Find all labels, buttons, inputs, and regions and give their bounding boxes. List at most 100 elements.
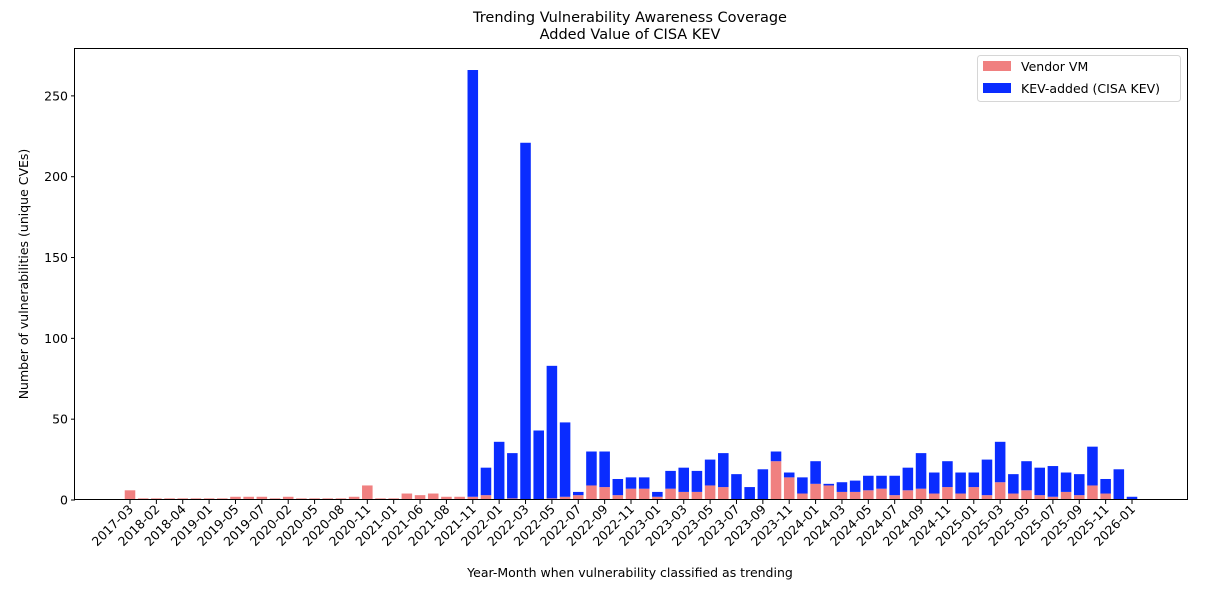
chart-subtitle: Added Value of CISA KEV [540,27,721,43]
bar-kev-added [968,472,980,488]
bar-vendor-vm [1087,485,1098,500]
bar-vendor-vm [638,488,650,500]
y-tick-label: 100 [44,331,68,346]
chart-title: Trending Vulnerability Awareness Coverag… [472,10,787,26]
bar-kev-added [994,441,1006,483]
bar-kev-added [955,472,966,494]
bar-vendor-vm [414,495,426,500]
bar-kev-added [467,70,479,497]
bar-vendor-vm [1008,493,1019,500]
bar-vendor-vm [282,496,294,500]
bar-kev-added [731,474,742,500]
y-tick-label: 150 [44,250,68,265]
bar-kev-added [599,451,610,488]
bar-kev-added [559,422,571,497]
bar-vendor-vm [823,485,835,500]
bar-kev-added [480,467,492,496]
y-axis-ticks: 0 50 100 150 200 250 [44,88,75,508]
bar-kev-added [1100,478,1111,494]
x-axis-label: Year-Month when vulnerability classified… [466,565,793,580]
bar-kev-added [902,467,914,491]
bars-group [124,70,1138,500]
bar-kev-added [1113,469,1125,500]
y-tick-label: 250 [44,88,68,103]
bar-kev-added [493,441,505,500]
bar-vendor-vm [1034,495,1045,500]
bar-vendor-vm [599,487,610,500]
bar-kev-added [1047,466,1059,497]
bar-vendor-vm [797,493,808,500]
bar-kev-added [533,430,544,500]
bar-vendor-vm [902,490,914,500]
bar-vendor-vm [612,495,624,500]
bar-kev-added [572,491,584,496]
x-axis-ticks: 2017-032018-022018-042019-012019-052019-… [89,500,1138,549]
legend: Vendor VM KEV-added (CISA KEV) [977,55,1181,102]
bar-kev-added [849,480,861,492]
bar-vendor-vm [718,487,729,500]
bar-vendor-vm [942,487,953,500]
y-tick-label: 0 [60,493,68,508]
bar-kev-added [836,482,848,492]
bar-vendor-vm [915,488,927,500]
bar-vendor-vm [480,495,492,500]
bar-vendor-vm [586,485,597,500]
bar-kev-added [638,477,650,489]
bar-kev-added [810,461,821,484]
bar-vendor-vm [849,491,861,500]
bar-kev-added [1126,496,1138,500]
bar-vendor-vm [454,496,465,500]
bar-kev-added [1087,446,1098,486]
legend-swatch-kev-added [983,83,1011,93]
bar-vendor-vm [783,477,795,500]
bar-vendor-vm [968,487,980,500]
bar-kev-added [704,459,716,486]
bar-kev-added [718,453,729,488]
bar-vendor-vm [230,496,241,500]
bar-vendor-vm [863,490,874,500]
bar-kev-added [652,491,663,497]
bar-kev-added [863,475,874,491]
bar-kev-added [678,467,690,492]
bar-kev-added [889,475,900,496]
bar-kev-added [757,469,769,500]
y-axis-label: Number of vulnerabilities (unique CVEs) [16,149,31,400]
bar-kev-added [876,475,887,489]
bar-kev-added [507,453,518,499]
bar-vendor-vm [691,491,703,500]
bar-vendor-vm [559,496,571,500]
bar-kev-added [1073,474,1085,496]
bar-vendor-vm [836,491,848,500]
bar-vendor-vm [362,485,373,500]
bar-vendor-vm [1047,496,1059,500]
bar-vendor-vm [678,491,690,500]
bar-kev-added [770,451,782,462]
bar-kev-added [1008,474,1019,494]
bar-kev-added [915,453,927,489]
bar-vendor-vm [955,493,966,500]
bar-vendor-vm [770,461,782,500]
bar-kev-added [520,142,531,500]
bar-kev-added [665,470,676,489]
bar-kev-added [823,483,835,486]
bar-vendor-vm [467,496,479,500]
bar-kev-added [586,451,597,486]
bar-kev-added [783,472,795,478]
bar-kev-added [1034,467,1045,496]
bar-kev-added [1021,461,1032,491]
bar-vendor-vm [1060,491,1072,500]
bar-vendor-vm [256,496,268,500]
y-tick-label: 200 [44,169,68,184]
bar-vendor-vm [810,483,821,500]
bar-vendor-vm [889,495,900,500]
bar-vendor-vm [1021,490,1032,500]
bar-kev-added [691,470,703,492]
legend-swatch-vendor-vm [983,61,1011,71]
bar-kev-added [797,477,808,494]
y-tick-label: 50 [52,412,68,427]
plot-frame [74,48,1188,500]
bar-vendor-vm [348,496,360,500]
bar-kev-added [612,478,624,496]
legend-label-kev-added: KEV-added (CISA KEV) [1021,81,1160,96]
